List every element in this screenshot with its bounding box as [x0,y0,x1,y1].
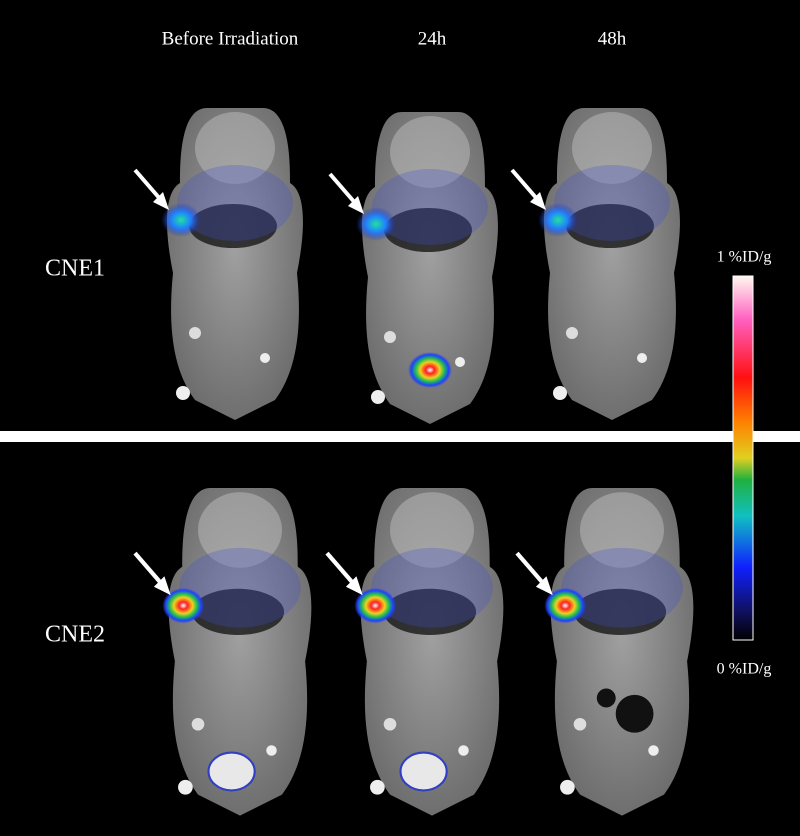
blue-haze [561,547,683,628]
arrow-head [535,576,553,596]
arrow-shaft [133,168,163,202]
colorbar [732,275,754,641]
bladder [207,751,256,792]
mouse-image [510,108,680,420]
body [360,488,504,816]
image-panels [133,108,694,816]
lungs [191,588,285,635]
body [167,108,303,420]
tumor [354,587,397,624]
arrow-shaft [328,172,358,206]
skull [195,112,275,184]
mouse-image [133,108,303,420]
arrow-shaft [515,551,546,586]
bone [648,745,659,756]
lungs [384,208,472,252]
bone [178,779,193,795]
blue-haze [179,547,301,628]
bone [383,717,397,731]
gut [596,688,616,708]
mouse-image [325,488,504,816]
column-label: Before Irradiation [162,28,299,49]
skull [390,492,474,568]
bone [370,779,385,795]
row-label: CNE1 [45,256,105,282]
column-label: 48h [598,28,627,49]
skull [580,492,664,568]
bone [176,386,190,400]
arrow-shaft [325,551,356,586]
arrow-head [345,576,363,596]
bone [266,745,277,756]
gut [615,694,654,733]
bone [371,390,385,404]
bone [553,386,567,400]
tumor [356,207,396,241]
mouse-image [515,488,694,816]
bone [260,353,270,363]
arrow-shaft [510,168,540,202]
body [168,488,312,816]
colorbar-max-label: 1 %ID/g [717,249,772,266]
body [362,112,498,424]
mouse-image [328,112,498,424]
tumor [538,203,578,237]
arrow-head [153,192,169,210]
lungs [189,204,277,248]
blue-haze [177,165,293,241]
bladder [399,751,448,792]
bone [189,327,201,339]
arrow-head [153,576,171,596]
skull [572,112,652,184]
bone [637,353,647,363]
skull [390,116,470,188]
tumor [544,587,587,624]
body [544,108,680,420]
colorbar-min-label: 0 %ID/g [717,661,772,678]
column-label: 24h [418,28,447,49]
arrow-head [348,196,364,214]
blue-haze [554,165,670,241]
arrow-shaft [133,551,164,586]
body [550,488,694,816]
lungs [573,588,667,635]
mouse-image [133,488,312,816]
bone [191,717,205,731]
bone [566,327,578,339]
bone [560,779,575,795]
blue-haze [371,547,493,628]
bone [455,357,465,367]
separator [0,431,800,442]
bone [458,745,469,756]
bladder-uptake [408,352,452,388]
lungs [383,588,477,635]
tumor [162,587,205,624]
arrow-head [530,192,546,210]
bone [384,331,396,343]
bone [573,717,587,731]
row-label: CNE2 [45,622,105,648]
tumor [161,203,201,237]
skull [198,492,282,568]
lungs [566,204,654,248]
blue-haze [372,169,488,245]
